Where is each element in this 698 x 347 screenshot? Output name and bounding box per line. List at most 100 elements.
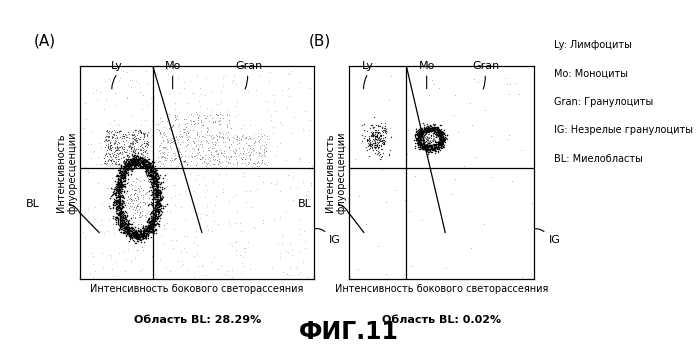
Point	[146, 167, 157, 172]
Point	[147, 231, 158, 236]
Point	[423, 141, 434, 146]
Point	[120, 161, 131, 167]
Point	[417, 142, 429, 147]
Point	[133, 146, 144, 152]
Point	[77, 125, 88, 131]
Point	[427, 138, 438, 144]
Point	[202, 161, 213, 167]
Point	[124, 161, 135, 166]
Point	[123, 226, 134, 232]
Point	[130, 158, 141, 163]
Point	[415, 127, 426, 133]
Point	[180, 143, 191, 149]
Point	[119, 167, 131, 173]
Point	[105, 154, 117, 160]
Point	[113, 147, 124, 153]
Point	[190, 234, 201, 239]
Point	[286, 252, 297, 257]
Point	[144, 161, 155, 167]
Point	[139, 138, 150, 144]
Point	[420, 130, 431, 135]
Point	[422, 123, 433, 129]
Point	[144, 228, 155, 234]
Point	[136, 142, 147, 147]
Point	[118, 165, 129, 170]
Point	[116, 207, 127, 213]
Point	[422, 142, 433, 148]
Point	[213, 153, 224, 159]
Point	[128, 158, 139, 164]
Point	[420, 129, 431, 135]
Point	[142, 218, 153, 224]
Point	[413, 138, 424, 144]
Point	[133, 162, 144, 168]
Point	[140, 158, 151, 164]
Point	[133, 234, 144, 240]
Point	[127, 230, 138, 236]
Point	[230, 247, 242, 253]
Point	[102, 186, 113, 191]
Point	[154, 197, 165, 202]
Point	[121, 223, 133, 229]
Point	[115, 205, 126, 211]
Point	[429, 136, 440, 142]
Point	[422, 136, 433, 141]
Point	[121, 165, 132, 171]
Point	[228, 149, 239, 154]
Point	[208, 218, 219, 224]
Point	[122, 160, 133, 166]
Point	[428, 124, 439, 130]
Point	[435, 140, 446, 145]
Point	[147, 214, 158, 220]
Point	[358, 135, 369, 140]
Point	[145, 165, 156, 171]
Point	[423, 124, 434, 129]
Point	[132, 203, 143, 208]
Point	[150, 168, 161, 173]
Point	[149, 227, 161, 232]
Point	[107, 150, 118, 156]
Point	[424, 138, 436, 144]
Point	[419, 127, 431, 132]
Point	[114, 211, 125, 216]
Point	[146, 168, 157, 174]
Point	[120, 204, 131, 210]
Point	[422, 150, 433, 155]
Point	[154, 130, 165, 135]
Point	[149, 169, 161, 175]
Point	[132, 195, 143, 201]
Point	[102, 158, 113, 163]
Point	[426, 149, 437, 155]
Point	[140, 234, 151, 239]
Point	[132, 234, 143, 239]
Point	[151, 215, 163, 220]
Point	[142, 233, 154, 238]
Point	[137, 160, 148, 166]
Point	[361, 137, 372, 143]
Point	[417, 140, 428, 145]
Point	[152, 183, 163, 189]
Point	[146, 187, 157, 193]
Point	[114, 193, 126, 198]
Point	[129, 162, 140, 167]
Point	[372, 133, 383, 138]
Point	[144, 161, 155, 167]
Point	[126, 226, 138, 232]
Point	[433, 139, 444, 145]
Point	[125, 160, 136, 165]
Point	[427, 124, 438, 130]
Point	[130, 230, 141, 236]
Point	[138, 194, 149, 200]
Point	[379, 138, 390, 143]
Point	[140, 163, 151, 168]
Point	[429, 126, 440, 131]
Point	[114, 167, 125, 172]
Point	[429, 130, 440, 136]
Point	[262, 136, 273, 142]
Point	[121, 165, 132, 171]
Point	[127, 152, 138, 157]
Point	[134, 206, 145, 212]
Point	[145, 171, 156, 177]
Point	[161, 66, 172, 71]
Point	[413, 131, 424, 137]
